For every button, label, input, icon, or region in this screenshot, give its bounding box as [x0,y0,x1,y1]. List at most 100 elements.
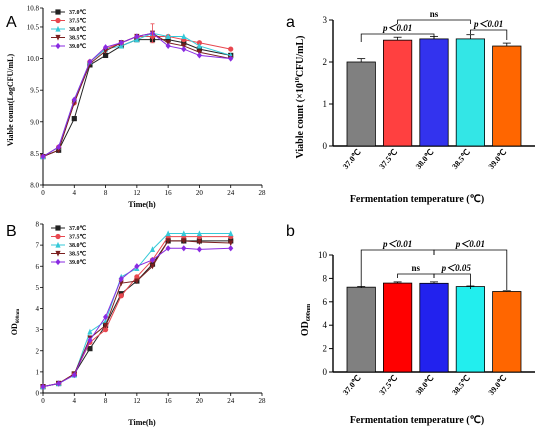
y-tick-label: 3 [323,15,328,25]
y-tick-label: 9.5 [30,87,39,95]
x-tick-label: 39.0℃ [487,373,509,396]
x-tick-label: 37.0℃ [341,373,363,396]
x-tick-label: 24 [227,189,235,197]
legend-label: 38.0℃ [69,242,87,249]
x-tick-label: 16 [165,189,173,197]
data-point [102,313,109,321]
x-tick-label: 28 [259,189,267,197]
legend-label: 38.5℃ [69,35,87,42]
data-point [118,293,124,299]
data-point [71,116,77,122]
y-tick-label: 8.5 [30,150,39,158]
series-line [42,39,231,158]
series-line [42,32,231,158]
significance-bracket [433,273,471,289]
series-line [42,35,231,157]
significance-label: p＜0.01 [473,19,503,29]
x-tick-label: 38.5℃ [450,147,472,170]
y-tick-label: 4 [323,320,328,330]
legend-label: 38.5℃ [69,251,87,258]
chart-a-xlabel: Time(h) [128,200,156,209]
panel-label-b: b [286,223,295,240]
chart-c-viable-count-bar: 0 1 2 3 37.0℃ 37.5℃ 38.0℃ 38.5℃ 39.0℃ p＜0.01 ns p＜0… [323,9,535,171]
legend-marker [55,241,61,248]
x-tick-label: 16 [165,397,173,405]
legend-label: 37.0℃ [69,225,87,232]
y-tick-label: 10 [318,250,328,260]
y-tick-label: 0 [36,390,40,398]
y-tick-label: 10.5 [27,23,40,31]
series-line [42,236,231,388]
chart-a-viable-count-line: 0 4 8 12 16 20 24 28 8.0 8.5 9.0 9.5 10.0 10.5 10.8 37.… [27,5,266,198]
legend-marker [55,17,61,24]
bar [419,282,449,373]
x-tick-label: 4 [73,397,77,405]
significance-label: p＜0.01 [382,23,412,33]
data-point [71,371,77,379]
legend-marker [55,9,61,15]
x-tick-label: 12 [133,397,141,405]
panel-label-A: A [6,14,17,31]
series-line [42,240,231,388]
chart-c-xlabel: Fermentation temperature (℃) [350,194,484,205]
legend-marker [55,34,61,41]
significance-label: ns [412,263,421,273]
significance-label: p＜0.05 [441,263,472,273]
data-point [165,245,171,252]
y-tick-label: 3 [36,326,40,334]
data-point [165,42,171,50]
data-point [165,238,171,244]
bar [346,286,376,373]
significance-bracket [433,249,508,290]
x-tick-label: 0 [41,189,45,197]
x-tick-label: 38.0℃ [414,373,436,396]
x-tick-label: 39.0℃ [487,147,509,170]
x-tick-label: 24 [227,397,235,405]
bar [455,286,485,373]
significance-label: p＜0.01 [455,239,485,249]
y-tick-label: 8 [36,221,40,229]
y-tick-label: 4 [36,305,40,313]
data-point [87,337,93,344]
legend-label: 37.0℃ [69,9,87,16]
chart-d-ylabel: OD600nm [300,304,312,336]
significance-label: ns [430,9,439,19]
data-point [71,96,77,103]
legend-marker [55,258,61,266]
panel-label-a: a [286,14,295,31]
data-point [102,52,109,59]
data-point [87,328,93,335]
data-point [181,40,187,46]
chart-b-xlabel: Time(h) [128,418,156,427]
bar [455,38,485,147]
y-tick-label: 2 [323,57,328,67]
chart-a-ylabel: Viable count(LogCFU/mL) [6,53,15,146]
data-point [118,275,124,283]
legend-marker [55,25,61,32]
significance-bracket [397,273,435,278]
x-tick-label: 28 [259,397,267,405]
panel-label-B: B [6,223,17,240]
data-point [118,39,124,46]
legend-marker [55,233,61,240]
legend-label: 37.5℃ [69,234,87,241]
legend-label: 39.0℃ [69,43,87,50]
legend-marker [55,225,61,231]
chart-d-xlabel: Fermentation temperature (℃) [350,415,484,426]
bar [492,291,522,373]
bar [383,39,413,147]
data-point [165,33,171,40]
data-point [196,230,203,237]
chart-d-od-bar: 0 2 4 6 8 10 37.0℃ 37.5℃ 38.0℃ 38.5℃ 39.0℃ p＜0.01 ns… [318,239,535,397]
x-tick-label: 12 [133,189,141,197]
bar [419,38,449,147]
y-tick-label: 9.0 [30,118,39,126]
data-point [181,238,187,244]
series-line [42,32,231,157]
data-point [102,48,109,55]
y-tick-label: 8 [323,273,328,283]
x-tick-label: 37.5℃ [377,373,399,396]
y-tick-label: 1 [36,368,40,376]
x-tick-label: 20 [196,397,204,405]
